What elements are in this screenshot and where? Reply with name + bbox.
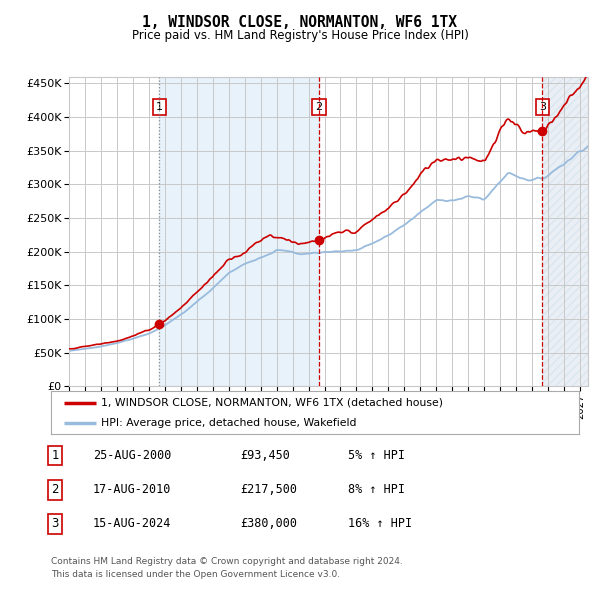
Text: 5% ↑ HPI: 5% ↑ HPI xyxy=(348,449,405,462)
Text: £93,450: £93,450 xyxy=(240,449,290,462)
Text: 2: 2 xyxy=(315,102,322,112)
Text: 1: 1 xyxy=(52,449,59,462)
Text: Price paid vs. HM Land Registry's House Price Index (HPI): Price paid vs. HM Land Registry's House … xyxy=(131,30,469,42)
Text: £217,500: £217,500 xyxy=(240,483,297,496)
Text: 3: 3 xyxy=(52,517,59,530)
Text: This data is licensed under the Open Government Licence v3.0.: This data is licensed under the Open Gov… xyxy=(51,571,340,579)
Text: HPI: Average price, detached house, Wakefield: HPI: Average price, detached house, Wake… xyxy=(101,418,356,428)
Text: 15-AUG-2024: 15-AUG-2024 xyxy=(93,517,172,530)
Bar xyxy=(542,77,600,386)
Text: 3: 3 xyxy=(539,102,546,112)
Text: £380,000: £380,000 xyxy=(240,517,297,530)
Text: 16% ↑ HPI: 16% ↑ HPI xyxy=(348,517,412,530)
Text: Contains HM Land Registry data © Crown copyright and database right 2024.: Contains HM Land Registry data © Crown c… xyxy=(51,558,403,566)
Text: 2: 2 xyxy=(52,483,59,496)
Text: 17-AUG-2010: 17-AUG-2010 xyxy=(93,483,172,496)
Text: 1: 1 xyxy=(155,102,163,112)
Bar xyxy=(159,77,319,386)
Text: 1, WINDSOR CLOSE, NORMANTON, WF6 1TX: 1, WINDSOR CLOSE, NORMANTON, WF6 1TX xyxy=(143,15,458,30)
Text: 25-AUG-2000: 25-AUG-2000 xyxy=(93,449,172,462)
Text: 8% ↑ HPI: 8% ↑ HPI xyxy=(348,483,405,496)
Text: 1, WINDSOR CLOSE, NORMANTON, WF6 1TX (detached house): 1, WINDSOR CLOSE, NORMANTON, WF6 1TX (de… xyxy=(101,398,443,408)
